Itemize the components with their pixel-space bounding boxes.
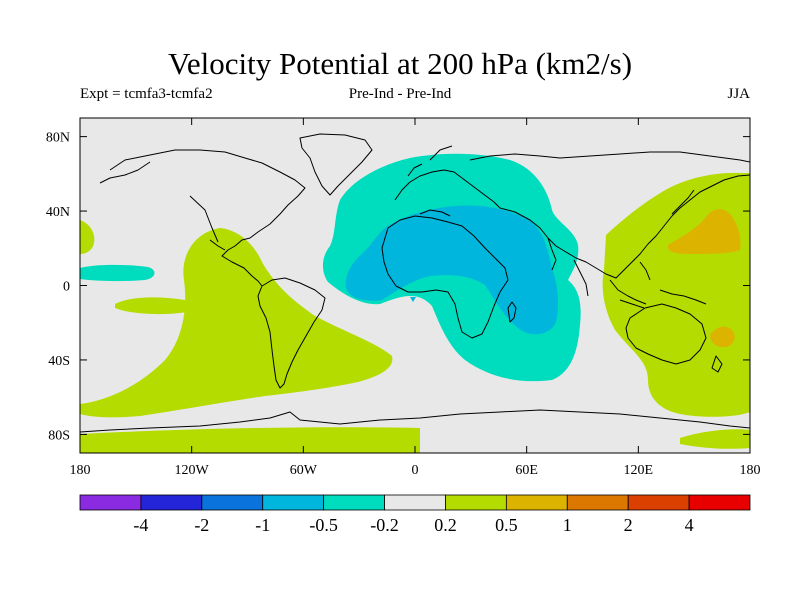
colorbar-label: -1 [255,515,270,535]
coast-madagascar [507,301,517,323]
coast-japan [671,189,695,215]
colorbar-label: -0.2 [370,515,399,535]
positive-max-nw-pacific [667,209,741,254]
coast-antarctica [80,409,750,433]
colorbar-swatch-3 [262,494,325,511]
negative-core-africa-middle-east [345,205,559,335]
positive-region-antarctic-east [680,429,750,449]
positive-region-east-pacific-america [80,228,393,418]
colorbar-label: 2 [624,515,633,535]
coast-asia [469,151,750,297]
colorbar-label: 0.2 [434,515,457,535]
coast-southeast-asia [609,261,707,309]
y-tick-label: 40N [46,205,70,220]
x-tick-label: 120W [175,463,210,478]
chart-title: Velocity Potential at 200 hPa (km2/s) [167,46,633,81]
colorbar-swatch-9 [627,494,690,511]
positive-region-west-edge [80,220,95,254]
experiment-label: Expt = tcmfa3-tcmfa2 [80,86,213,102]
colorbar-swatch-7 [505,494,568,511]
positive-max-sw-pacific [710,326,735,348]
y-tick-label: 80N [46,131,70,146]
colorbar-swatch-8 [566,494,629,511]
colorbar-swatch-2 [201,494,264,511]
coast-south-america [257,277,326,389]
colorbar: -4 -2 -1 -0.5 -0.2 0.2 0.5 1 2 4 [79,494,751,535]
y-tick-label: 80S [48,428,70,443]
colorbar-swatch-6 [445,494,507,511]
x-tick-label: 60W [290,463,318,478]
coast-greenland [299,133,373,196]
colorbar-label: -0.5 [309,515,338,535]
x-tick-label: 120E [624,463,654,478]
colorbar-label: 4 [685,515,694,535]
negative-region-central-pacific [80,264,155,282]
coast-australia [625,303,707,365]
y-tick-label: 40S [48,354,70,369]
colorbar-label: 0.5 [495,515,518,535]
axis-ticks: 180 120W 60W 0 60E 120E 180 80N 40N 0 40S 80S [46,118,761,478]
positive-region-central-pacific-south [115,297,188,315]
period-label: Pre-Ind - Pre-Ind [348,86,452,102]
coast-new-zealand [711,355,723,373]
x-tick-label: 60E [515,463,538,478]
coast-africa [381,215,509,339]
x-tick-label: 180 [70,463,91,478]
colorbar-swatch-0 [79,494,142,511]
x-tick-label: 0 [412,463,419,478]
colorbar-swatch-4 [323,494,385,511]
coast-north-america [99,149,306,287]
colorbar-swatch-1 [140,494,203,511]
colorbar-label: -4 [133,515,148,535]
negative-core-gulf-guinea-spot [410,297,416,302]
season-label: JJA [727,86,750,102]
colorbar-label: 1 [563,515,572,535]
colorbar-label: -2 [194,515,209,535]
y-tick-label: 0 [63,280,70,295]
positive-region-antarctic [80,427,420,453]
x-tick-label: 180 [740,463,761,478]
colorbar-swatch-5 [384,494,446,511]
coastlines [80,133,750,433]
colorbar-swatch-10 [688,494,751,511]
coast-europe [394,145,501,217]
